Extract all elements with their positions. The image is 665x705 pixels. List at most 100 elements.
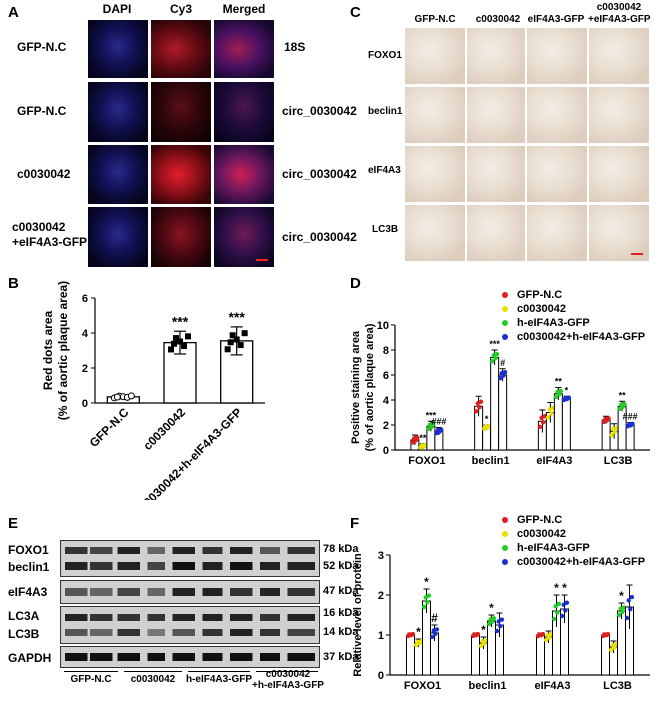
bar — [553, 393, 563, 451]
data-point — [493, 356, 498, 361]
legend-label: h-eIF4A3-GFP — [517, 542, 590, 554]
significance-label: # — [500, 358, 505, 368]
significance-label: * — [565, 385, 569, 395]
probe-label-1: 18S — [284, 40, 306, 54]
band-foxo1 — [65, 547, 315, 554]
group-label-2: c0030042 — [130, 674, 176, 685]
significance-label: ** — [419, 433, 427, 443]
kda-78: 78 kDa — [323, 543, 359, 555]
data-point — [499, 617, 505, 622]
x-tick-label: c0030042 — [140, 405, 188, 453]
data-point — [540, 631, 546, 637]
data-point — [558, 388, 563, 394]
y-tick-label: 3 — [378, 550, 384, 562]
data-point — [241, 330, 248, 337]
data-point — [612, 645, 617, 650]
ihc-r1c3 — [527, 28, 587, 84]
data-point — [113, 393, 121, 401]
y-tick-label: 10 — [377, 320, 389, 332]
ihc-r2c3 — [527, 87, 587, 143]
significance-label: * — [485, 414, 489, 424]
data-point — [540, 420, 546, 425]
data-point — [475, 631, 481, 637]
data-point — [237, 342, 244, 349]
x-tick-label: FOXO1 — [404, 680, 441, 692]
bar — [561, 398, 571, 451]
significance-label: *** — [228, 309, 245, 325]
y-tick-label: 2 — [383, 420, 389, 432]
data-point — [433, 631, 438, 636]
ihc-r1c1 — [405, 28, 465, 84]
data-point — [622, 401, 627, 407]
data-point — [181, 343, 187, 350]
data-point — [612, 429, 618, 435]
data-point — [168, 346, 174, 353]
legend-label: h-eIF4A3-GFP — [517, 317, 590, 329]
col-header-cy3: Cy3 — [169, 2, 192, 16]
legend-marker — [502, 517, 508, 523]
y-tick-label: 4 — [383, 395, 390, 407]
blot-strip-gapdh — [60, 646, 320, 668]
data-point — [566, 395, 571, 400]
kda-37: 37 kDa — [323, 651, 359, 663]
group-line-2 — [124, 671, 182, 672]
ihc-r2c1 — [405, 87, 465, 143]
panel-label-d: D — [350, 275, 361, 292]
blot-label-lc3b: LC3B — [8, 627, 40, 641]
y-tick-label: 0 — [383, 445, 389, 457]
data-point — [477, 405, 482, 410]
col-header-c1: GFP-N.C — [414, 14, 456, 25]
bar — [625, 424, 635, 451]
data-point — [429, 634, 435, 640]
legend-label: c0030042 — [517, 303, 566, 315]
data-point — [431, 421, 436, 427]
group-line-1 — [64, 671, 118, 672]
significance-label: ### — [431, 417, 446, 427]
row-label-c1: FOXO1 — [368, 50, 402, 61]
significance-label: # — [431, 611, 438, 625]
x-tick-label: beclin1 — [472, 455, 510, 467]
chart-d: 0 2 4 6 8 10 Positive staining area (% of aorti… — [350, 289, 650, 467]
data-point — [543, 637, 549, 643]
data-point — [548, 632, 554, 637]
y-tick-label: 1 — [378, 630, 384, 642]
data-point — [229, 332, 236, 339]
x-tick-label: beclin1 — [469, 680, 507, 692]
data-point — [550, 405, 555, 411]
data-point — [490, 619, 495, 624]
data-point — [474, 409, 479, 414]
ihc-r4c2 — [467, 205, 525, 261]
data-point — [496, 619, 501, 624]
row-label-a4: c0030042 +eIF4A3-GFP — [12, 220, 88, 249]
data-point — [410, 440, 415, 445]
significance-label: * — [562, 581, 567, 595]
data-point — [224, 346, 231, 353]
band-lc3a — [65, 614, 315, 621]
significance-label: * — [554, 581, 559, 595]
blot-label-gapdh: GAPDH — [8, 651, 52, 665]
data-point — [498, 375, 503, 381]
fluor-dapi-3 — [88, 145, 148, 204]
x-tick-label: GFP-N.C — [87, 405, 132, 450]
ihc-r2c4 — [589, 87, 649, 143]
ihc-r4c4 — [589, 205, 649, 261]
significance-label: ** — [555, 377, 563, 387]
significance-label: *** — [426, 410, 437, 420]
probe-label-2: circ_0030042 — [282, 104, 357, 118]
panel-label-a: A — [8, 4, 19, 21]
group-line-3 — [188, 671, 250, 672]
data-point — [551, 616, 557, 622]
data-point — [628, 607, 633, 612]
y-axis-label: Red dots area — [41, 310, 55, 390]
band-beclin1 — [65, 562, 315, 570]
kda-52: 52 kDa — [323, 560, 359, 572]
data-point — [559, 613, 565, 619]
data-point — [556, 392, 562, 397]
group-label-4: c0030042 +h-eIF4A3-GFP — [252, 669, 324, 691]
x-tick-label: eIF4A3 — [536, 455, 572, 467]
data-point — [614, 425, 619, 431]
data-point — [478, 643, 484, 649]
ihc-r2c2 — [467, 87, 525, 143]
data-point — [620, 609, 625, 614]
data-point — [177, 338, 183, 345]
